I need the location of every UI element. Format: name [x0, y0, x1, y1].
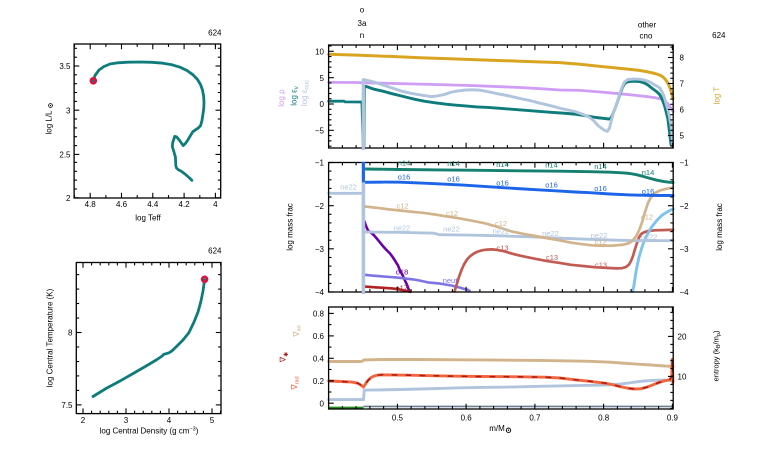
svg-text:n14: n14	[545, 161, 558, 170]
svg-text:0: 0	[320, 100, 325, 109]
svg-text:ne22: ne22	[340, 183, 357, 192]
svg-text:10: 10	[678, 373, 687, 382]
svg-text:8: 8	[68, 329, 73, 338]
svg-text:624: 624	[208, 28, 222, 37]
svg-text:−4: −4	[315, 288, 325, 297]
svg-text:c13: c13	[546, 253, 558, 262]
svg-text:5: 5	[320, 74, 325, 83]
svg-text:0.8: 0.8	[598, 413, 610, 422]
svg-text:∇ad: ∇ad	[292, 325, 303, 337]
svg-text:o16: o16	[545, 181, 558, 190]
svg-text:−1: −1	[680, 159, 690, 168]
svg-text:3: 3	[66, 106, 71, 115]
svg-text:c12: c12	[641, 212, 653, 221]
svg-text:7: 7	[680, 80, 685, 89]
svg-text:cno: cno	[640, 32, 653, 41]
svg-text:ne22: ne22	[394, 223, 411, 232]
svg-text:log L/L: log L/L	[45, 110, 54, 135]
svg-text:log εν: log εν	[290, 86, 301, 105]
svg-text:ne22: ne22	[542, 229, 559, 238]
svg-text:log mass frac: log mass frac	[286, 203, 295, 251]
svg-text:0.5: 0.5	[392, 413, 404, 422]
svg-text:n: n	[360, 31, 364, 40]
svg-text:−3: −3	[680, 245, 690, 254]
svg-text:ne22: ne22	[493, 226, 510, 235]
svg-text:log Central Temperature (K): log Central Temperature (K)	[46, 288, 55, 387]
svg-text:c12: c12	[594, 238, 606, 247]
svg-text:2.5: 2.5	[59, 151, 71, 160]
svg-text:−5: −5	[315, 127, 325, 136]
svg-text:log mass frac: log mass frac	[715, 203, 724, 251]
svg-text:−2: −2	[680, 202, 690, 211]
svg-text:c12: c12	[495, 219, 507, 228]
svg-text:ne22: ne22	[641, 233, 658, 242]
svg-text:624: 624	[208, 246, 222, 255]
svg-text:7.5: 7.5	[61, 401, 73, 410]
svg-text:o18: o18	[396, 267, 409, 276]
svg-text:624: 624	[712, 31, 726, 40]
svg-text:n14: n14	[398, 159, 411, 168]
svg-text:o16: o16	[642, 187, 655, 196]
svg-text:c12: c12	[446, 209, 458, 218]
svg-text:entropy (kB/mp): entropy (kB/mp)	[712, 330, 723, 381]
svg-text:log Teff: log Teff	[135, 214, 161, 223]
svg-text:4: 4	[167, 416, 172, 425]
svg-text:c13: c13	[595, 261, 607, 270]
svg-text:20: 20	[678, 333, 687, 342]
svg-text:log Central Density (g cm−3): log Central Density (g cm−3)	[100, 427, 199, 436]
svg-text:2: 2	[66, 194, 71, 203]
svg-text:0: 0	[320, 399, 325, 408]
svg-text:neut: neut	[443, 276, 459, 285]
svg-text:n14: n14	[447, 159, 460, 168]
svg-text:0.9: 0.9	[667, 413, 679, 422]
svg-text:ne22: ne22	[443, 225, 460, 234]
svg-text:4.2: 4.2	[179, 200, 191, 209]
svg-text:−4: −4	[680, 288, 690, 297]
svg-text:0.4: 0.4	[313, 355, 325, 364]
svg-text:log ρ: log ρ	[277, 89, 286, 107]
svg-text:4: 4	[213, 200, 218, 209]
svg-text:c13: c13	[496, 244, 508, 253]
svg-text:0.8: 0.8	[313, 310, 325, 319]
svg-text:0.6: 0.6	[313, 332, 325, 341]
svg-text:log T: log T	[713, 87, 722, 105]
svg-text:4.8: 4.8	[85, 200, 97, 209]
svg-text:n14: n14	[594, 162, 607, 171]
svg-text:o16: o16	[594, 184, 607, 193]
svg-text:log εnuc: log εnuc	[300, 80, 311, 106]
svg-text:3: 3	[124, 416, 129, 425]
svg-text:8: 8	[680, 54, 685, 63]
svg-text:m/M: m/M	[489, 424, 505, 433]
svg-text:0.6: 0.6	[461, 413, 473, 422]
svg-text:4.6: 4.6	[116, 200, 128, 209]
svg-text:n14: n14	[496, 160, 509, 169]
svg-text:4.4: 4.4	[147, 200, 159, 209]
svg-text:∇✱: ∇✱	[279, 352, 291, 363]
svg-text:o16: o16	[398, 173, 411, 182]
svg-text:−3: −3	[315, 245, 325, 254]
svg-text:3.5: 3.5	[59, 62, 71, 71]
svg-text:10: 10	[315, 48, 324, 57]
svg-text:ne22: ne22	[591, 231, 608, 240]
svg-text:o: o	[360, 6, 365, 15]
svg-text:n14: n14	[642, 168, 655, 177]
svg-text:5: 5	[680, 132, 685, 141]
svg-text:0.2: 0.2	[313, 377, 325, 386]
svg-text:3a: 3a	[358, 19, 367, 28]
svg-text:5: 5	[210, 416, 215, 425]
svg-text:o16: o16	[447, 174, 460, 183]
svg-text:o16: o16	[496, 178, 509, 187]
svg-text:6: 6	[680, 106, 685, 115]
svg-text:o17: o17	[395, 283, 408, 292]
svg-text:other: other	[638, 21, 657, 30]
svg-text:−1: −1	[315, 159, 325, 168]
svg-text:−2: −2	[315, 202, 325, 211]
svg-text:c12: c12	[396, 202, 408, 211]
svg-text:∇rad: ∇rad	[290, 376, 301, 390]
svg-text:2: 2	[81, 416, 86, 425]
svg-text:0.7: 0.7	[529, 413, 541, 422]
